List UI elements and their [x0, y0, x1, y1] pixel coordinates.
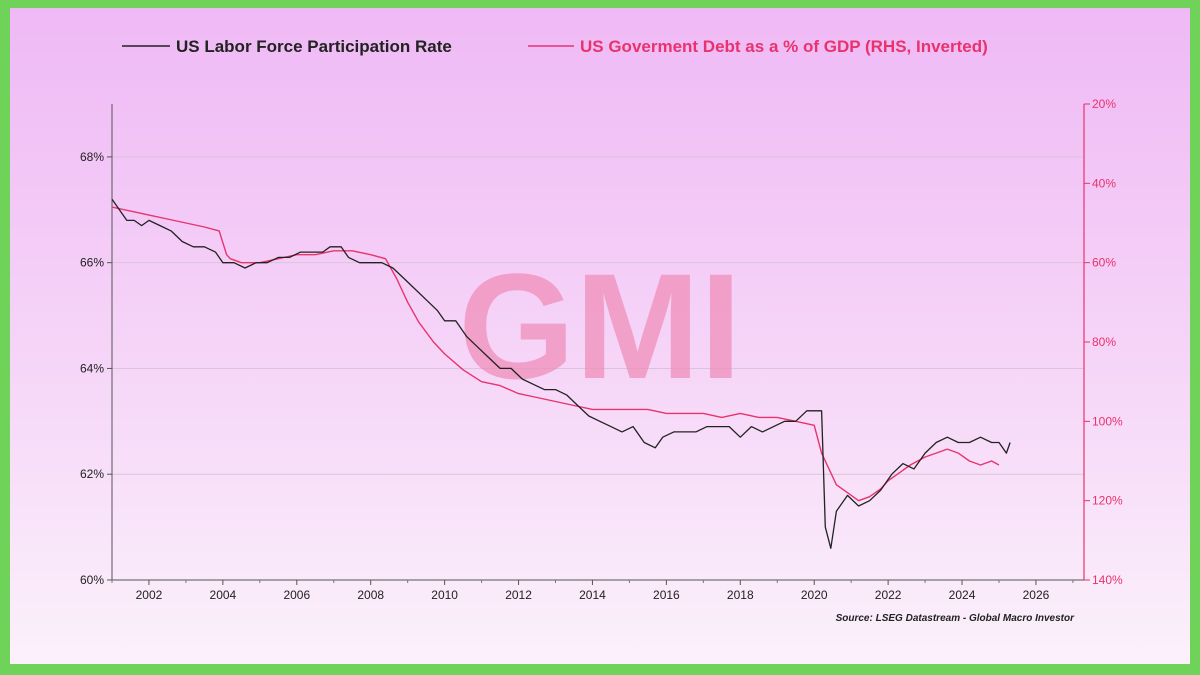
x-axis-ticks: 2002 2004 2006 2008 2010 2012 2014 2016 2018 2020… [111, 580, 1074, 602]
right-tick-label: 60% [1092, 256, 1116, 270]
right-tick-label: 140% [1092, 573, 1123, 587]
right-tick-label: 100% [1092, 414, 1123, 428]
x-tick-label: 2006 [283, 588, 310, 602]
legend: US Labor Force Participation Rate US Gov… [122, 37, 988, 56]
x-tick-label: 2020 [801, 588, 828, 602]
chart-svg: GMI 60% 62% 64% 66% 68% 20% 40% 60% 80% 100% 120%… [80, 37, 1123, 624]
left-axis-ticks: 60% 62% 64% 66% 68% [80, 150, 112, 587]
right-tick-label: 80% [1092, 335, 1116, 349]
x-tick-label: 2004 [210, 588, 237, 602]
x-tick-label: 2018 [727, 588, 754, 602]
x-tick-label: 2014 [579, 588, 606, 602]
source-note: Source: LSEG Datastream - Global Macro I… [836, 613, 1076, 624]
right-axis-ticks: 20% 40% 60% 80% 100% 120% 140% [1084, 97, 1123, 587]
right-tick-label: 20% [1092, 97, 1116, 111]
chart-frame: GMI 60% 62% 64% 66% 68% 20% 40% 60% 80% 100% 120%… [10, 8, 1190, 664]
x-tick-label: 2008 [357, 588, 384, 602]
watermark-text: GMI [458, 242, 741, 410]
series-layer [111, 198, 1011, 549]
left-tick-label: 62% [80, 467, 104, 481]
x-tick-label: 2002 [136, 588, 163, 602]
left-tick-label: 64% [80, 361, 104, 375]
legend-label-lfpr: US Labor Force Participation Rate [176, 37, 452, 56]
right-tick-label: 40% [1092, 176, 1116, 190]
left-tick-label: 68% [80, 150, 104, 164]
legend-label-debt: US Goverment Debt as a % of GDP (RHS, In… [580, 37, 988, 56]
x-tick-label: 2026 [1023, 588, 1050, 602]
x-tick-label: 2024 [949, 588, 976, 602]
x-tick-label: 2016 [653, 588, 680, 602]
x-tick-label: 2010 [431, 588, 458, 602]
x-tick-label: 2012 [505, 588, 532, 602]
left-tick-label: 60% [80, 573, 104, 587]
x-tick-label: 2022 [875, 588, 902, 602]
series-line-lfpr [111, 198, 1011, 549]
left-tick-label: 66% [80, 256, 104, 270]
right-tick-label: 120% [1092, 494, 1123, 508]
